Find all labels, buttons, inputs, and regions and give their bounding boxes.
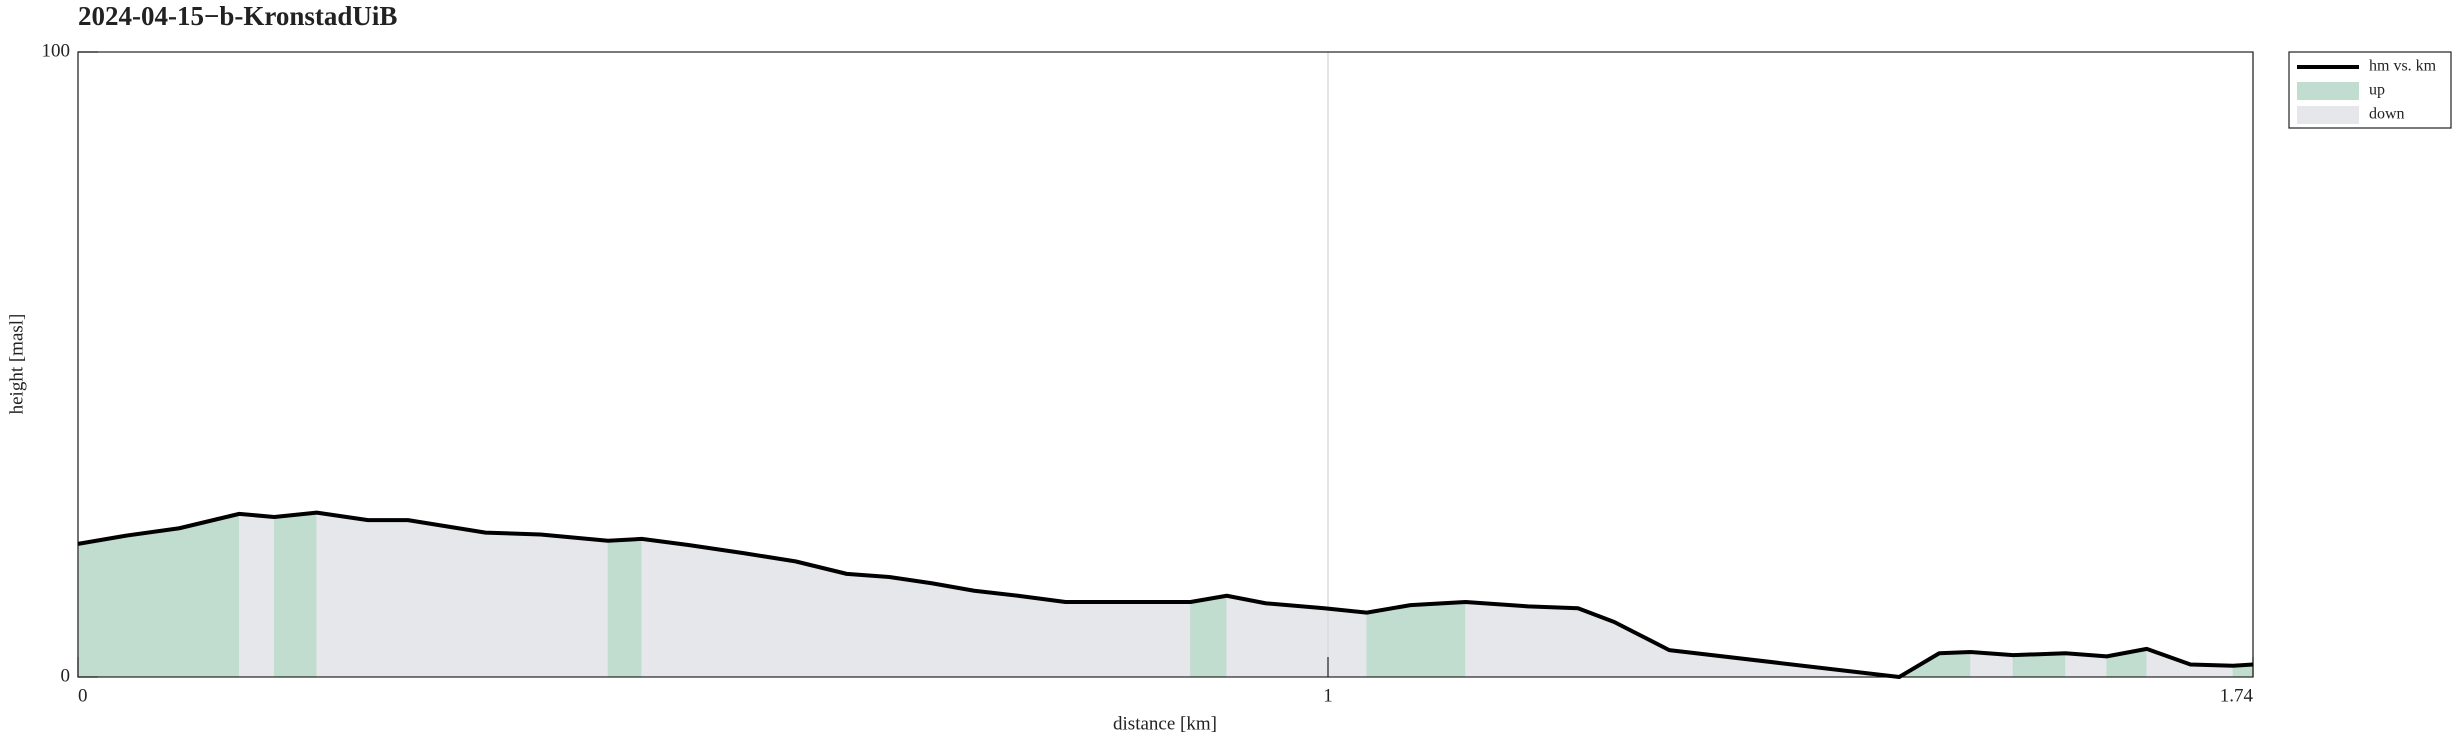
x-tick-label: 0 bbox=[78, 685, 88, 706]
plot-frame bbox=[77, 51, 2254, 678]
down-area bbox=[1017, 595, 1066, 678]
y-tick-label: 100 bbox=[42, 40, 71, 61]
down-area bbox=[931, 582, 975, 678]
down-area bbox=[846, 573, 890, 678]
down-area bbox=[688, 544, 745, 678]
up-area bbox=[1190, 595, 1228, 678]
legend-label: hm vs. km bbox=[2369, 58, 2437, 75]
up-area bbox=[77, 535, 126, 678]
legend-swatch bbox=[2297, 106, 2359, 124]
x-tick-label: 1 bbox=[1323, 685, 1333, 706]
up-area bbox=[607, 538, 643, 678]
chart-title: 2024-04-15−b-KronstadUiB bbox=[78, 1, 397, 31]
down-area bbox=[367, 519, 409, 678]
down-area bbox=[238, 513, 275, 678]
legend-label: up bbox=[2369, 82, 2385, 99]
down-area bbox=[641, 538, 690, 678]
down-area bbox=[1465, 601, 1529, 678]
down-area bbox=[973, 590, 1019, 678]
x-axis-label: distance [km] bbox=[1113, 713, 1217, 734]
down-area bbox=[795, 560, 848, 678]
up-area bbox=[125, 527, 180, 678]
up-area bbox=[1366, 604, 1411, 678]
down-area bbox=[888, 576, 933, 678]
down-area bbox=[1323, 607, 1368, 678]
areas bbox=[77, 512, 2254, 678]
down-area bbox=[316, 512, 369, 678]
down-area bbox=[485, 532, 541, 678]
down-area bbox=[407, 519, 448, 678]
height-line bbox=[77, 510, 2254, 679]
down-area bbox=[540, 534, 609, 678]
down-area bbox=[1226, 595, 1266, 678]
up-area bbox=[178, 513, 240, 678]
legend-label: down bbox=[2369, 106, 2405, 123]
down-area bbox=[1065, 601, 1191, 678]
down-area bbox=[446, 526, 486, 678]
up-area bbox=[273, 512, 318, 678]
up-area bbox=[1938, 651, 1971, 678]
down-area bbox=[1527, 606, 1579, 678]
lines bbox=[77, 510, 2254, 679]
legend-swatch bbox=[2297, 82, 2359, 100]
down-area bbox=[743, 552, 796, 678]
x-tick-label: 1.74 bbox=[2220, 685, 2254, 706]
down-area bbox=[1613, 621, 1670, 678]
y-tick-label: 0 bbox=[61, 665, 71, 686]
y-axis-label: height [masl] bbox=[6, 314, 27, 415]
down-area bbox=[1265, 602, 1325, 678]
up-area bbox=[1410, 601, 1466, 678]
